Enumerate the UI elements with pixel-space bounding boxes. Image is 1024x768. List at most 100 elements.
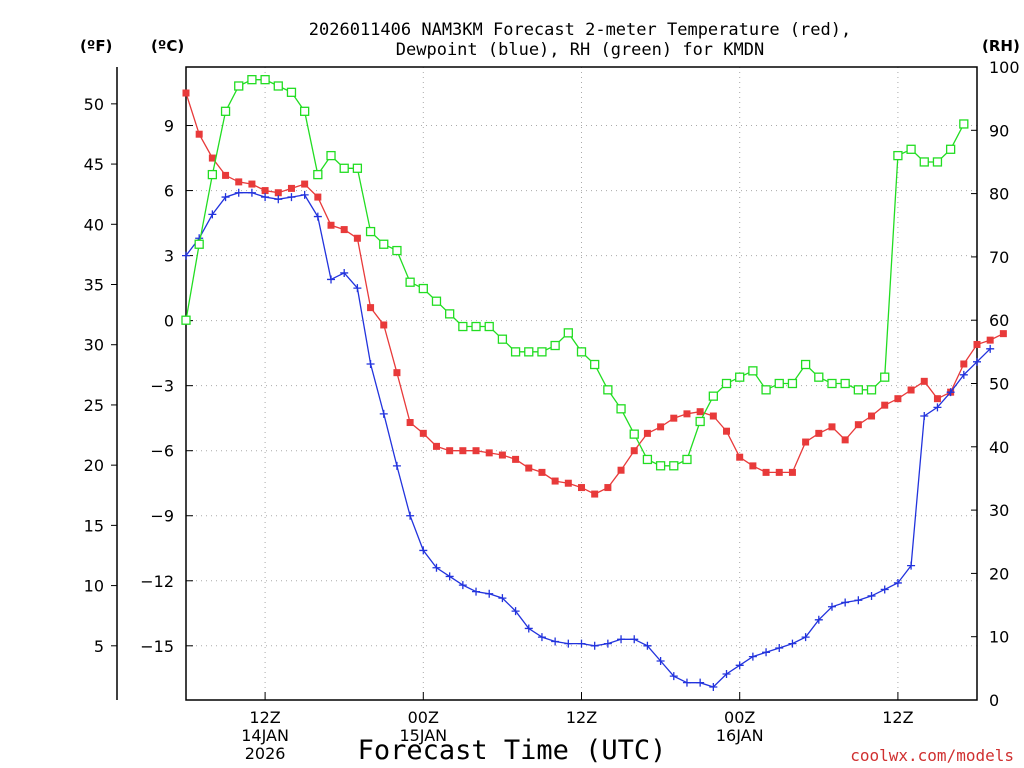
dewpoint-point — [762, 648, 771, 657]
rh-point — [445, 309, 455, 319]
temperature-point — [841, 436, 849, 444]
temperature-point — [327, 221, 335, 229]
rh-point — [484, 321, 494, 332]
temperature-point — [630, 447, 638, 455]
temperature-point — [933, 395, 941, 403]
rh-point — [247, 75, 257, 85]
rh-point — [906, 144, 916, 154]
dewpoint-point — [893, 578, 902, 587]
dewpoint-point — [709, 682, 718, 691]
rh-series-line — [185, 79, 965, 467]
temperature-point — [472, 447, 480, 455]
fahrenheit-tick-label: 45 — [84, 155, 104, 174]
rh-point — [840, 378, 850, 389]
fahrenheit-unit-label: (ºF) — [80, 37, 112, 55]
dewpoint-point — [854, 596, 863, 605]
dewpoint-point — [182, 251, 190, 260]
temperature-point — [578, 484, 585, 492]
dewpoint-point — [327, 275, 336, 284]
dewpoint-point — [656, 656, 665, 665]
temperature-point — [419, 429, 427, 437]
time-tick-label: 00Z — [724, 708, 755, 727]
time-tick-date: 16JAN — [716, 726, 764, 745]
rh-point — [576, 347, 587, 357]
rh-point — [181, 315, 191, 325]
dewpoint-point — [432, 563, 441, 572]
temperature-point — [564, 479, 572, 487]
rh-point — [682, 454, 692, 465]
rh-point — [642, 454, 653, 465]
temperature-point — [775, 468, 783, 476]
rh-point — [800, 359, 811, 370]
rh-point — [814, 372, 824, 382]
temperature-point — [208, 154, 216, 162]
temperature-point — [459, 447, 467, 455]
temperature-series-line — [185, 92, 1004, 495]
rh-point — [735, 372, 745, 382]
fahrenheit-tick-label: 25 — [84, 396, 104, 415]
temperature-point — [498, 451, 506, 459]
rh-point — [458, 321, 468, 332]
dewpoint-point — [617, 635, 626, 644]
dewpoint-point — [300, 190, 309, 199]
dewpoint-point — [735, 661, 744, 670]
fahrenheit-tick-label: 35 — [84, 276, 104, 295]
dewpoint-point — [682, 678, 691, 687]
dewpoint-point — [485, 589, 494, 598]
celsius-tick-label: −6 — [150, 442, 174, 461]
dewpoint-point — [379, 409, 388, 418]
temperature-point — [762, 468, 770, 476]
time-tick-label: 12Z — [566, 708, 597, 727]
rh-tick-label: 50 — [989, 375, 1009, 394]
rh-point — [853, 385, 863, 395]
rh-point — [563, 328, 573, 338]
temperature-point — [788, 468, 796, 476]
dewpoint-point — [221, 193, 230, 202]
temperature-point — [854, 421, 862, 429]
rh-tick-label: 40 — [989, 438, 1009, 457]
grid-lines — [186, 67, 977, 700]
rh-point — [220, 106, 231, 116]
dewpoint-point — [458, 581, 467, 590]
celsius-tick-label: 3 — [164, 247, 174, 266]
celsius-tick-label: −9 — [150, 507, 174, 526]
rh-point — [326, 150, 336, 161]
temperature-point — [222, 171, 230, 179]
rh-point — [550, 340, 560, 351]
dewpoint-point — [247, 188, 256, 197]
rh-unit-label: (RH) — [982, 37, 1020, 55]
rh-point — [761, 385, 771, 395]
temperature-point — [432, 442, 440, 450]
rh-point — [629, 429, 639, 439]
temperature-point — [525, 464, 533, 472]
dewpoint-point — [933, 403, 942, 412]
credit-text: coolwx.com/models — [850, 746, 1014, 765]
dewpoint-series-line — [185, 192, 991, 688]
temperature-point — [353, 234, 361, 242]
temperature-point — [380, 321, 388, 329]
dewpoint-point — [511, 607, 520, 616]
dewpoint-point — [261, 193, 270, 202]
rh-point — [748, 366, 758, 376]
rh-point — [880, 372, 890, 382]
dewpoint-point — [880, 585, 889, 594]
temperature-point — [828, 423, 836, 431]
fahrenheit-tick-label: 30 — [84, 336, 104, 355]
dewpoint-point — [340, 268, 349, 277]
dewpoint-point — [973, 357, 981, 366]
dewpoint-point — [537, 633, 546, 642]
rh-point — [708, 391, 718, 401]
rh-point — [787, 378, 798, 389]
celsius-tick-label: −15 — [140, 637, 174, 656]
rh-tick-label: 10 — [989, 628, 1009, 647]
rh-point — [655, 461, 666, 471]
dewpoint-point — [498, 594, 507, 603]
rh-point — [616, 404, 626, 414]
dewpoint-point — [353, 284, 362, 293]
rh-point — [207, 169, 218, 180]
rh-point — [603, 385, 613, 395]
rh-point — [590, 359, 600, 370]
fahrenheit-tick-label: 5 — [94, 637, 104, 656]
time-tick-label: 12Z — [249, 708, 280, 727]
temperature-point — [617, 466, 625, 474]
